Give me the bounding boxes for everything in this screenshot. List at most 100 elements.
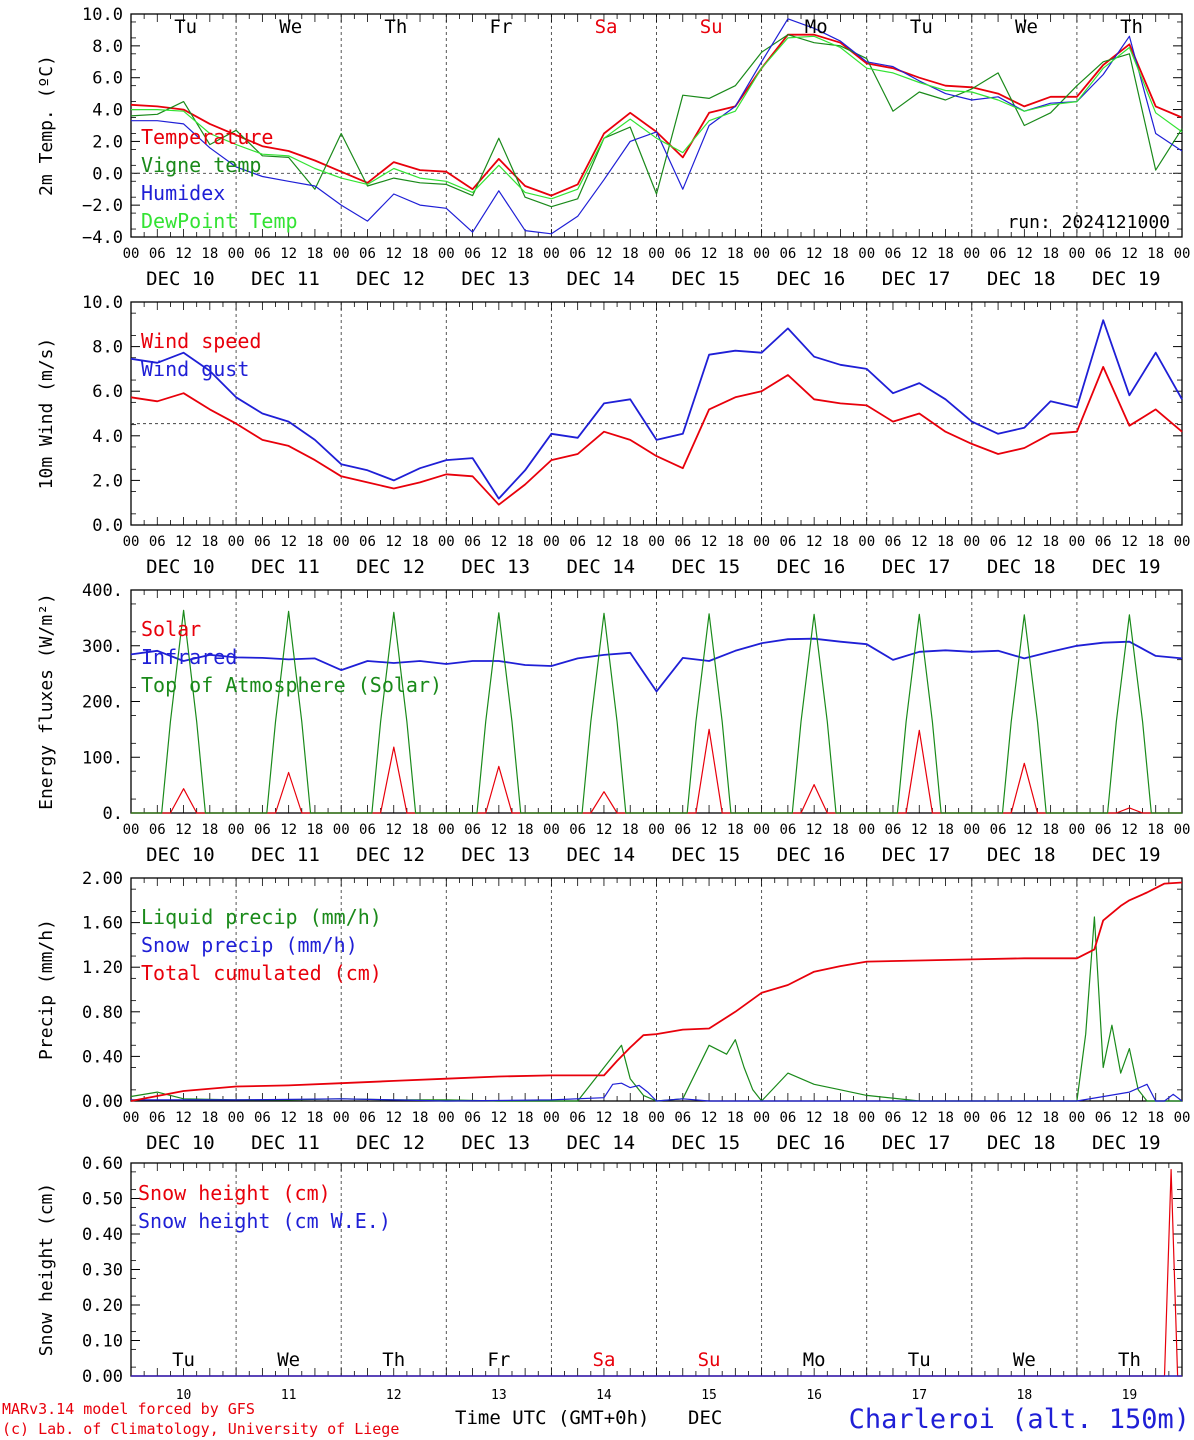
hour-tick-label: 12: [280, 246, 297, 262]
hour-tick-label: 06: [990, 246, 1007, 262]
hour-tick-label: 12: [701, 534, 718, 550]
hour-tick-label: 06: [359, 534, 376, 550]
hour-tick-label: 18: [832, 1110, 849, 1126]
hour-tick-label: 06: [885, 822, 902, 838]
y-tick-label: 6.0: [92, 69, 123, 89]
hour-tick-label: 00: [648, 534, 665, 550]
hour-tick-label: 00: [123, 246, 140, 262]
month-label: DEC: [688, 1407, 722, 1429]
hour-tick-label: 00: [543, 246, 560, 262]
station-label: Charleroi (alt. 150m): [849, 1404, 1190, 1435]
hour-tick-label: 12: [1121, 1110, 1138, 1126]
hour-tick-label: 06: [359, 822, 376, 838]
hour-tick-label: 00: [438, 822, 455, 838]
hour-tick-label: 00: [858, 534, 875, 550]
hour-tick-label: 06: [1095, 822, 1112, 838]
date-label: DEC 10: [146, 268, 215, 290]
hour-tick-label: 12: [1016, 822, 1033, 838]
hour-tick-label: 06: [149, 534, 166, 550]
weekday-label: Th: [382, 1349, 405, 1371]
date-label: DEC 14: [566, 1132, 635, 1154]
hour-tick-label: 06: [990, 534, 1007, 550]
hour-tick-label: 18: [1042, 1110, 1059, 1126]
hour-tick-label: 18: [622, 1110, 639, 1126]
hour-tick-label: 12: [911, 1110, 928, 1126]
weekday-label: Mo: [803, 1349, 826, 1371]
hour-tick-label: 06: [569, 534, 586, 550]
hour-tick-label: 12: [385, 1110, 402, 1126]
weekday-label: We: [277, 1349, 300, 1371]
legend-entry: Humidex: [141, 181, 225, 205]
hour-tick-label: 18: [937, 534, 954, 550]
y-axis-label: Energy fluxes (W/m²): [36, 593, 57, 810]
y-tick-label: 0.30: [82, 1261, 123, 1281]
hour-tick-label: 12: [1121, 534, 1138, 550]
hour-tick-label: 06: [674, 1110, 691, 1126]
hour-tick-label: 18: [727, 246, 744, 262]
date-label: DEC 19: [1092, 556, 1161, 578]
date-label: DEC 13: [461, 268, 530, 290]
hour-tick-label: 12: [806, 246, 823, 262]
day-number-label: 11: [281, 1388, 297, 1403]
hour-tick-label: 12: [1016, 534, 1033, 550]
hour-tick-label: 00: [963, 246, 980, 262]
date-label: DEC 15: [672, 844, 741, 866]
series-line-infrared: [130, 637, 1183, 693]
hour-tick-label: 18: [1147, 534, 1164, 550]
hour-tick-label: 00: [228, 246, 245, 262]
y-tick-label: 10.0: [82, 5, 123, 25]
hour-tick-label: 00: [543, 822, 560, 838]
legend-entry: Solar: [141, 617, 201, 641]
y-tick-label: −2.0: [82, 196, 123, 216]
y-tick-label: 400.: [82, 581, 123, 601]
y-tick-label: 0.00: [82, 1367, 123, 1387]
day-number-label: 13: [491, 1388, 507, 1403]
day-number-label: 14: [596, 1388, 612, 1403]
day-number-label: 19: [1122, 1388, 1138, 1403]
date-label: DEC 10: [146, 1132, 215, 1154]
hour-tick-label: 00: [963, 1110, 980, 1126]
hour-tick-label: 12: [385, 246, 402, 262]
hour-tick-label: 00: [333, 534, 350, 550]
hour-tick-label: 18: [832, 822, 849, 838]
hour-tick-label: 12: [1121, 822, 1138, 838]
hour-tick-label: 06: [779, 1110, 796, 1126]
hour-tick-label: 00: [123, 1110, 140, 1126]
hour-tick-label: 18: [412, 822, 429, 838]
hour-tick-label: 06: [464, 246, 481, 262]
date-label: DEC 19: [1092, 1132, 1161, 1154]
hour-tick-label: 06: [779, 534, 796, 550]
hour-tick-label: 18: [412, 246, 429, 262]
hour-tick-label: 00: [648, 822, 665, 838]
hour-tick-label: 06: [464, 822, 481, 838]
hour-tick-label: 06: [569, 822, 586, 838]
y-axis-label: Snow height (cm): [36, 1183, 57, 1356]
hour-tick-label: 00: [228, 822, 245, 838]
date-label: DEC 11: [251, 556, 320, 578]
hour-tick-label: 00: [648, 246, 665, 262]
day-number-label: 12: [386, 1388, 402, 1403]
hour-tick-label: 06: [254, 534, 271, 550]
hour-tick-label: 06: [674, 534, 691, 550]
date-label: DEC 11: [251, 844, 320, 866]
y-tick-label: 1.20: [82, 958, 123, 978]
y-tick-label: 300.: [82, 637, 123, 657]
hour-tick-label: 06: [569, 246, 586, 262]
panel-precip: 2.00 1.60 1.20 0.80 0.40 0.00 Precip (mm/h) Liq…: [36, 869, 1190, 1154]
day-number-label: 18: [1017, 1388, 1033, 1403]
date-label: DEC 16: [777, 844, 846, 866]
hour-tick-label: 18: [412, 534, 429, 550]
weekday-label: Tu: [908, 1349, 931, 1371]
hour-tick-label: 12: [175, 246, 192, 262]
hour-tick-label: 00: [753, 534, 770, 550]
hour-tick-label: 12: [490, 822, 507, 838]
date-label: DEC 10: [146, 844, 215, 866]
hour-tick-label: 00: [438, 534, 455, 550]
hour-tick-label: 18: [201, 822, 218, 838]
hour-tick-label: 18: [832, 246, 849, 262]
hour-tick-label: 00: [753, 1110, 770, 1126]
legend-entry: Snow precip (mm/h): [141, 933, 358, 957]
y-tick-label: 0.80: [82, 1003, 123, 1023]
hour-tick-label: 00: [1174, 822, 1191, 838]
hour-tick-label: 12: [175, 534, 192, 550]
